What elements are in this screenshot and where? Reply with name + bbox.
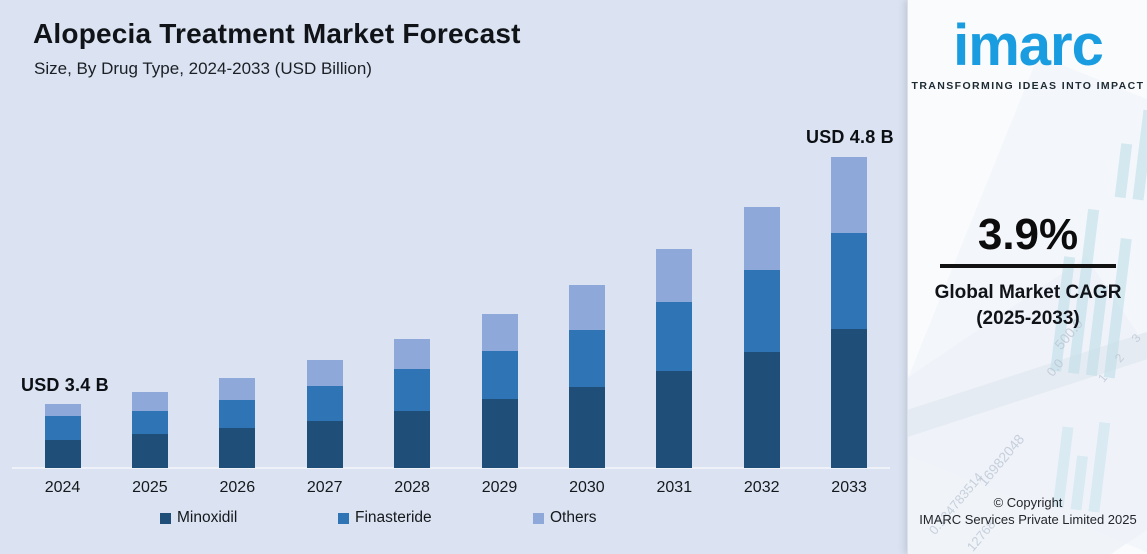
bar-segment-minoxidil-2032: [743, 352, 780, 468]
x-axis-label-2030: 2030: [569, 479, 605, 496]
copyright-line2: IMARC Services Private Limited 2025: [919, 512, 1137, 527]
legend-swatch-icon: [338, 512, 349, 524]
bar-segment-finasteride-2028: [394, 369, 431, 411]
cagr-label-line1: Global Market CAGR: [934, 282, 1122, 303]
bar-segment-others-2029: [481, 314, 518, 351]
bar-chart-decoration: [1114, 107, 1147, 202]
legend-item-finasteride: Finasteride: [338, 509, 432, 527]
bar-segment-minoxidil-2028: [394, 411, 431, 468]
legend-item-minoxidil: Minoxidil: [160, 509, 237, 527]
value-label-2024: USD 3.4 B: [21, 375, 109, 395]
bar-2027: 2027: [306, 360, 343, 496]
legend-swatch-icon: [160, 512, 171, 524]
chart-panel: Alopecia Treatment Market Forecast Size,…: [0, 18, 907, 533]
bar-segment-finasteride-2026: [219, 400, 256, 428]
page-title: Alopecia Treatment Market Forecast: [33, 18, 521, 49]
bar-segment-finasteride-2030: [568, 330, 605, 387]
bar-2029: 2029: [481, 314, 518, 496]
bar-2025: 2025: [131, 392, 168, 496]
bar-segment-others-2030: [568, 285, 605, 330]
bar-segment-others-2033: [831, 157, 868, 233]
bar-2026: 2026: [219, 378, 256, 496]
chart-legend: Minoxidil Finasteride Others: [0, 509, 907, 533]
bars-layer: 2024 2025 2026 2027 2028 2029 2030 2031 2032 2033: [44, 157, 868, 496]
bar-segment-minoxidil-2025: [131, 434, 168, 468]
bar-segment-minoxidil-2033: [831, 329, 868, 468]
bar-segment-minoxidil-2024: [44, 440, 81, 468]
cagr-block: 3.9% Global Market CAGR (2025-2033): [908, 212, 1147, 332]
legend-label: Finasteride: [355, 509, 432, 526]
bar-segment-finasteride-2027: [306, 386, 343, 421]
bar-segment-minoxidil-2026: [219, 428, 256, 468]
imarc-logo: imarc TRANSFORMING IDEAS INTO IMPACT: [908, 13, 1147, 93]
bar-segment-finasteride-2024: [44, 416, 81, 440]
bar-segment-minoxidil-2029: [481, 399, 518, 468]
paper-edge-decoration: [908, 322, 1147, 440]
imarc-logo-tagline: TRANSFORMING IDEAS INTO IMPACT: [911, 80, 1145, 92]
x-axis-label-2026: 2026: [219, 479, 256, 496]
bar-2033: 2033: [831, 157, 868, 496]
x-axis-label-2025: 2025: [132, 479, 168, 496]
x-axis-baseline: [12, 467, 890, 469]
x-axis-label-2033: 2033: [831, 479, 867, 496]
bar-2028: 2028: [394, 339, 431, 496]
bar-segment-finasteride-2032: [743, 270, 780, 352]
bar-segment-minoxidil-2031: [656, 371, 693, 468]
bar-segment-others-2027: [306, 360, 343, 386]
legend-label: Minoxidil: [177, 509, 238, 526]
legend-item-others: Others: [533, 509, 597, 527]
copyright: © Copyright IMARC Services Private Limit…: [908, 494, 1147, 528]
watermark-text: 0.0: [1043, 355, 1067, 380]
brand-sidebar: 500.0 0.0 1 2 3 4 16982048 0.134783514 1…: [907, 0, 1147, 554]
bar-2030: 2030: [568, 285, 605, 496]
legend-label: Others: [550, 509, 597, 526]
x-axis-label-2032: 2032: [743, 479, 780, 496]
cagr-label-line2: (2025-2033): [976, 308, 1080, 329]
x-axis-label-2027: 2027: [306, 479, 343, 496]
bar-segment-others-2028: [394, 339, 431, 369]
bar-2031: 2031: [656, 249, 693, 496]
x-axis-label-2024: 2024: [44, 479, 81, 496]
bar-segment-finasteride-2033: [831, 233, 868, 329]
x-axis-label-2028: 2028: [394, 479, 430, 496]
imarc-logo-text: imarc: [953, 13, 1104, 78]
value-label-2033: USD 4.8 B: [806, 127, 894, 147]
bar-segment-others-2032: [743, 207, 780, 270]
bar-segment-finasteride-2031: [656, 302, 693, 371]
x-axis-label-2031: 2031: [656, 479, 693, 496]
bar-segment-others-2026: [219, 378, 256, 400]
bar-2032: 2032: [743, 207, 780, 496]
x-axis-label-2029: 2029: [481, 479, 518, 496]
bar-segment-others-2024: [44, 404, 81, 416]
cagr-divider: [940, 264, 1116, 268]
bar-segment-others-2025: [131, 392, 168, 411]
legend-swatch-icon: [533, 512, 544, 524]
page-subtitle: Size, By Drug Type, 2024-2033 (USD Billi…: [34, 59, 372, 78]
bar-segment-minoxidil-2030: [568, 387, 605, 468]
bar-segment-minoxidil-2027: [306, 421, 343, 468]
bar-2024: 2024: [44, 404, 81, 496]
bar-segment-finasteride-2029: [481, 351, 518, 399]
bar-segment-others-2031: [656, 249, 693, 302]
cagr-value: 3.9%: [977, 210, 1079, 259]
copyright-line1: © Copyright: [993, 495, 1063, 510]
bar-segment-finasteride-2025: [131, 411, 168, 434]
